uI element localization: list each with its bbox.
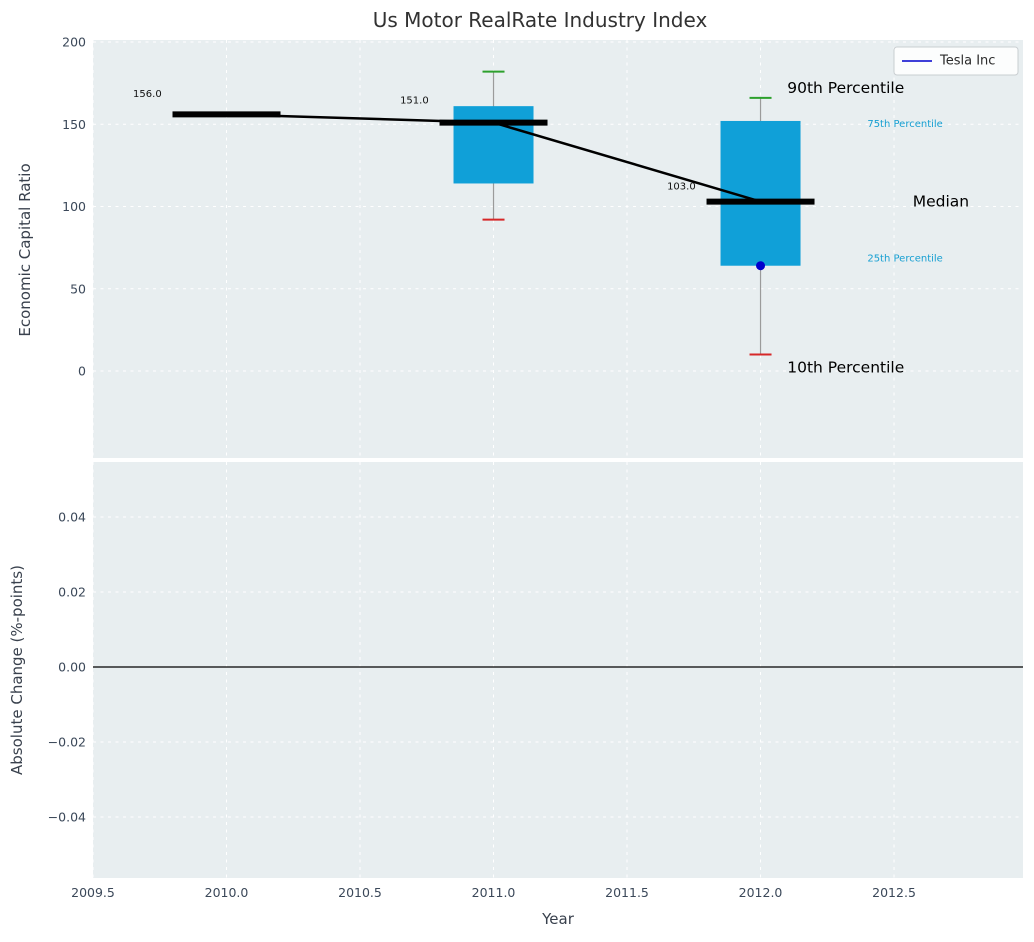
legend-item-label: Tesla Inc: [939, 54, 995, 69]
y-tick-label-upper: 150: [62, 117, 86, 132]
y-tick-label-lower: −0.04: [48, 810, 86, 825]
annotation-median: Median: [913, 193, 969, 211]
y-tick-label-lower: 0.04: [58, 510, 86, 525]
y-tick-label-upper: 100: [62, 199, 86, 214]
annotation-75th-percentile: 75th Percentile: [867, 119, 943, 130]
y-axis-label-lower: Absolute Change (%-points): [8, 565, 26, 775]
median-value-label: 151.0: [400, 96, 429, 107]
annotation-90th-percentile: 90th Percentile: [787, 79, 904, 97]
x-tick-label: 2012.0: [739, 885, 783, 900]
x-tick-label: 2010.5: [338, 885, 382, 900]
percentile-box: [453, 106, 534, 184]
median-value-label: 103.0: [667, 181, 696, 192]
x-tick-label: 2011.5: [605, 885, 649, 900]
x-axis-label: Year: [541, 910, 575, 928]
lower-plot-background: [93, 462, 1023, 878]
annotation-10th-percentile: 10th Percentile: [787, 359, 904, 377]
x-tick-label: 2011.0: [472, 885, 516, 900]
annotation-25th-percentile: 25th Percentile: [867, 254, 943, 265]
chart-title: Us Motor RealRate Industry Index: [372, 8, 708, 32]
x-tick-label: 2012.5: [872, 885, 916, 900]
y-tick-label-lower: −0.02: [48, 735, 86, 750]
tesla-marker: [756, 261, 766, 271]
y-tick-label-lower: 0.02: [58, 585, 86, 600]
x-tick-label: 2009.5: [71, 885, 115, 900]
median-value-label: 156.0: [133, 89, 162, 100]
y-tick-label-upper: 50: [70, 281, 86, 296]
y-tick-label-lower: 0.00: [58, 660, 86, 675]
y-tick-label-upper: 200: [62, 35, 86, 50]
y-tick-label-upper: 0: [78, 364, 86, 379]
x-tick-label: 2010.0: [205, 885, 249, 900]
legend-box: [893, 46, 1019, 76]
y-axis-label-upper: Economic Capital Ratio: [16, 163, 34, 336]
upper-plot-background: [93, 40, 1023, 458]
